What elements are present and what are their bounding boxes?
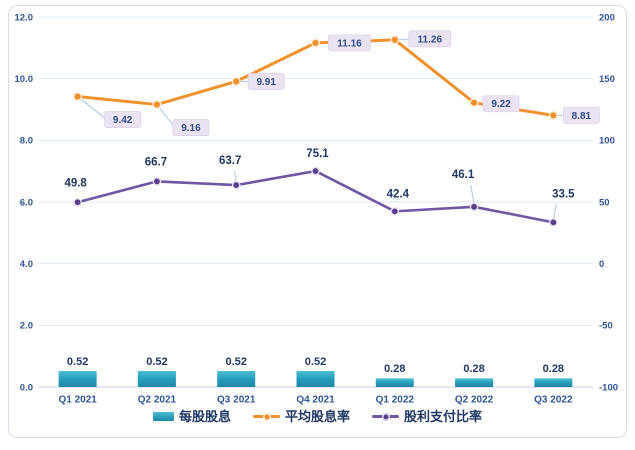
dividend-yield-data-label: 9.42 [113, 115, 133, 126]
right-axis-tick-label: 150 [599, 74, 615, 85]
bar-data-label: 0.52 [226, 356, 247, 368]
left-axis-tick-label: 6.0 [20, 197, 33, 208]
legend-label: 每股股息 [178, 409, 231, 424]
payout-ratio-data-label: 66.7 [145, 156, 167, 168]
x-axis-label: Q3 2022 [534, 395, 573, 406]
x-axis-label: Q2 2021 [138, 395, 177, 406]
right-axis-tick-label: -100 [599, 382, 618, 393]
x-axis-label: Q4 2021 [296, 395, 335, 406]
x-axis-label: Q2 2022 [455, 395, 494, 406]
dividend-yield-data-label: 9.22 [491, 99, 511, 110]
left-axis-tick-label: 0.0 [20, 382, 33, 393]
dividend-yield-data-label: 11.26 [418, 34, 443, 45]
dividend-yield-point [311, 38, 321, 48]
bar-dividend-per-share [375, 378, 414, 387]
payout-ratio-data-label: 42.4 [387, 188, 410, 200]
bar-swatch-icon [152, 412, 174, 421]
bar-data-label: 0.52 [146, 356, 167, 368]
leader-line [156, 104, 176, 128]
bar-dividend-per-share [137, 370, 176, 387]
left-axis-tick-label: 2.0 [20, 321, 33, 332]
dividend-yield-point [152, 100, 162, 110]
line-swatch-icon [252, 412, 280, 421]
leader-line [470, 184, 475, 204]
bar-dividend-per-share [455, 378, 494, 387]
right-axis-tick-label: 0 [599, 259, 604, 270]
payout-ratio-data-label: 33.5 [552, 188, 575, 200]
chart-frame [8, 5, 627, 438]
x-axis-label: Q1 2022 [376, 395, 415, 406]
leader-line [552, 204, 557, 220]
payout-ratio-data-label: 63.7 [219, 155, 241, 167]
callout-box [482, 95, 520, 113]
callout-box [172, 119, 210, 136]
payout-ratio-data-label: 46.1 [452, 169, 475, 181]
bar-dividend-per-share [217, 370, 256, 387]
right-axis-tick-label: 100 [599, 136, 615, 147]
bar-data-label: 0.28 [543, 363, 564, 375]
bar-dividend-per-share [534, 378, 573, 387]
payout-ratio-point [469, 202, 479, 212]
leader-line [77, 96, 107, 120]
left-axis-tick-label: 4.0 [20, 259, 33, 270]
legend: 每股股息 平均股息率 股利支付比率 [0, 410, 635, 423]
dividend-yield-data-label: 11.16 [337, 38, 362, 49]
dividend-yield-point [390, 35, 400, 45]
payout-ratio-line [77, 169, 554, 224]
left-axis-tick-label: 8.0 [20, 136, 33, 147]
bar-data-label: 0.52 [67, 356, 88, 368]
legend-item-dividend-per-share: 每股股息 [152, 409, 231, 424]
bar-dividend-per-share [58, 370, 97, 387]
dividend-yield-line [77, 38, 554, 117]
x-axis-label: Q3 2021 [217, 395, 256, 406]
payout-ratio-point [549, 218, 558, 227]
legend-label: 平均股息率 [284, 409, 350, 424]
legend-item-payout-ratio: 股利支付比率 [372, 410, 482, 423]
callout-box [562, 106, 600, 124]
dividend-yield-data-label: 9.16 [181, 123, 201, 134]
payout-ratio-point [152, 177, 162, 186]
line-swatch-icon [372, 412, 399, 421]
payout-ratio-point [231, 180, 241, 190]
bar-data-label: 0.28 [463, 363, 484, 375]
payout-ratio-data-label: 75.1 [306, 148, 329, 160]
dividend-yield-point [548, 110, 558, 120]
left-axis-tick-label: 12.0 [15, 12, 34, 23]
bar-data-label: 0.52 [305, 356, 326, 368]
callout-box [104, 111, 142, 128]
dividend-yield-point [231, 76, 241, 86]
leader-line [233, 171, 237, 183]
x-axis-label: Q1 2021 [58, 395, 97, 406]
left-axis-tick-label: 10.0 [15, 74, 34, 85]
bar-data-label: 0.28 [384, 363, 405, 375]
right-axis-tick-label: 50 [599, 197, 610, 208]
right-axis-tick-label: 200 [599, 12, 615, 23]
dividend-yield-data-label: 8.81 [572, 111, 592, 122]
payout-ratio-point [390, 207, 400, 216]
payout-ratio-point [73, 197, 82, 207]
right-axis-tick-label: -50 [599, 321, 613, 332]
payout-ratio-data-label: 49.8 [64, 177, 87, 189]
legend-item-average-dividend-yield: 平均股息率 [252, 409, 350, 424]
dividend-yield-data-label: 9.91 [256, 77, 276, 88]
bar-dividend-per-share [296, 370, 335, 387]
legend-label: 股利支付比率 [404, 409, 483, 424]
callout-box [408, 30, 452, 48]
payout-ratio-point [311, 166, 320, 176]
callout-box [328, 34, 371, 52]
dividend-yield-point [73, 92, 83, 102]
dividend-yield-point [469, 98, 479, 108]
callout-box [247, 73, 285, 90]
